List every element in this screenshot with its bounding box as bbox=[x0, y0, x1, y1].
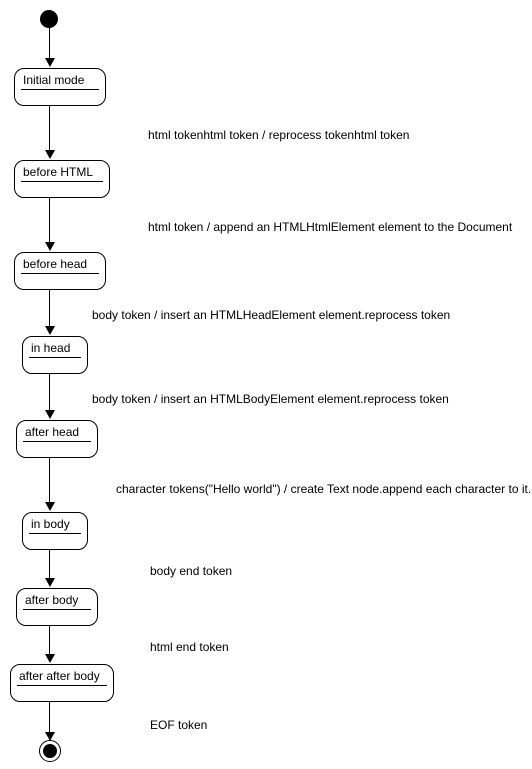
edge-label: body end token bbox=[150, 564, 232, 578]
state-label: before head bbox=[15, 253, 105, 273]
state-before-head: before head bbox=[14, 252, 106, 290]
edge-line bbox=[49, 626, 50, 656]
state-after-body: after body bbox=[16, 588, 98, 626]
edge-label: body token / insert an HTMLHeadElement e… bbox=[92, 308, 450, 322]
state-label: Initial mode bbox=[15, 69, 105, 89]
state-after-after-body: after after body bbox=[10, 664, 114, 702]
edge-label: character tokens("Hello world") / create… bbox=[116, 482, 531, 496]
edge-label: html token / append an HTMLHtmlElement e… bbox=[148, 220, 512, 234]
state-label: in body bbox=[23, 513, 87, 533]
arrow-down-icon bbox=[45, 58, 55, 67]
state-before-html: before HTML bbox=[14, 160, 110, 198]
arrow-down-icon bbox=[45, 150, 55, 159]
arrow-down-icon bbox=[45, 410, 55, 419]
edge-label: body token / insert an HTMLBodyElement e… bbox=[92, 392, 449, 406]
start-node bbox=[40, 10, 58, 28]
edge-label: html end token bbox=[150, 640, 229, 654]
edge-line bbox=[49, 28, 50, 60]
edge-line bbox=[49, 702, 50, 734]
edge-line bbox=[49, 106, 50, 152]
arrow-down-icon bbox=[45, 654, 55, 663]
state-label: after head bbox=[17, 421, 97, 441]
state-in-head: in head bbox=[22, 336, 88, 374]
edge-line bbox=[49, 458, 50, 504]
edge-label: html tokenhtml token / reprocess tokenht… bbox=[148, 128, 409, 142]
edge-line bbox=[49, 198, 50, 244]
edge-line bbox=[49, 290, 50, 328]
state-label: after body bbox=[17, 589, 97, 609]
state-after-head: after head bbox=[16, 420, 98, 458]
arrow-down-icon bbox=[45, 326, 55, 335]
arrow-down-icon bbox=[45, 502, 55, 511]
edge-label: EOF token bbox=[150, 718, 207, 732]
arrow-down-icon bbox=[45, 242, 55, 251]
edge-line bbox=[49, 374, 50, 412]
state-label: before HTML bbox=[15, 161, 109, 181]
state-initial-mode: Initial mode bbox=[14, 68, 106, 106]
arrow-down-icon bbox=[45, 578, 55, 587]
state-in-body: in body bbox=[22, 512, 88, 550]
state-label: in head bbox=[23, 337, 87, 357]
state-diagram: Initial mode before HTML before head in hea… bbox=[0, 0, 532, 769]
end-node bbox=[39, 740, 61, 762]
edge-line bbox=[49, 550, 50, 580]
state-label: after after body bbox=[11, 665, 113, 685]
